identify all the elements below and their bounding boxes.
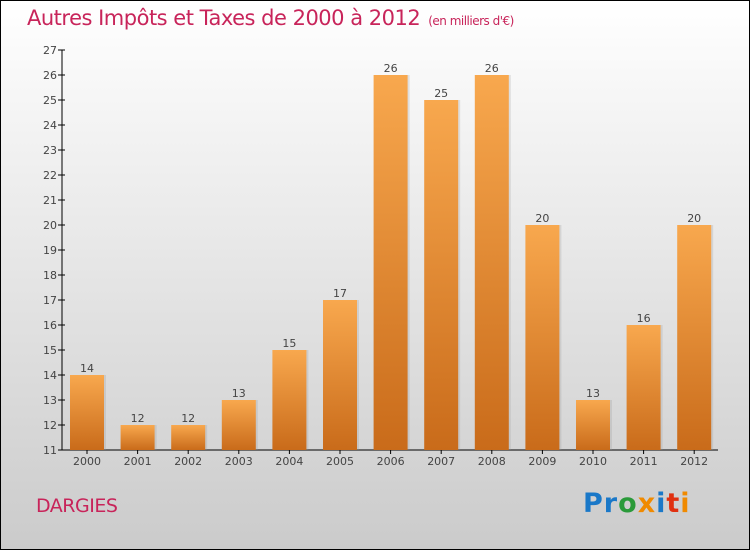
bar-value-label: 13 bbox=[586, 387, 600, 400]
y-tick-label: 20 bbox=[43, 219, 57, 232]
x-tick-label: 2009 bbox=[528, 455, 556, 468]
x-tick-label: 2004 bbox=[275, 455, 303, 468]
y-tick-label: 25 bbox=[43, 94, 57, 107]
bar bbox=[70, 375, 104, 450]
x-tick-label: 2007 bbox=[427, 455, 455, 468]
y-tick-label: 22 bbox=[43, 169, 57, 182]
y-tick-label: 24 bbox=[43, 119, 57, 132]
bar bbox=[626, 325, 661, 450]
chart-title: Autres Impôts et Taxes de 2000 à 2012 (en… bbox=[27, 6, 514, 30]
x-tick-label: 2006 bbox=[377, 455, 405, 468]
city-name: DARGIES bbox=[36, 495, 118, 517]
bar bbox=[424, 100, 459, 450]
bar-value-label: 16 bbox=[637, 312, 651, 325]
y-tick-label: 13 bbox=[43, 394, 57, 407]
proxiti-logo[interactable]: Proxiti bbox=[583, 488, 691, 519]
bar-value-label: 17 bbox=[333, 287, 347, 300]
y-tick-label: 15 bbox=[43, 344, 57, 357]
x-tick-label: 2008 bbox=[478, 455, 506, 468]
bar-value-label: 12 bbox=[131, 412, 145, 425]
bar-value-label: 13 bbox=[232, 387, 246, 400]
bar-value-label: 25 bbox=[434, 87, 448, 100]
bar-value-label: 20 bbox=[535, 212, 549, 225]
y-tick-label: 19 bbox=[43, 244, 57, 257]
y-tick-label: 27 bbox=[43, 44, 57, 57]
bar-value-label: 15 bbox=[282, 337, 296, 350]
x-tick-label: 2005 bbox=[326, 455, 354, 468]
x-tick-label: 2011 bbox=[630, 455, 658, 468]
x-tick-label: 2012 bbox=[680, 455, 708, 468]
bar-value-label: 26 bbox=[485, 62, 499, 75]
x-tick-label: 2001 bbox=[124, 455, 152, 468]
chart-subtitle: (en milliers d'€) bbox=[428, 14, 514, 28]
bar bbox=[272, 350, 307, 450]
y-tick-label: 26 bbox=[43, 69, 57, 82]
bar-value-label: 20 bbox=[687, 212, 701, 225]
x-tick-label: 2003 bbox=[225, 455, 253, 468]
bar bbox=[576, 400, 610, 450]
y-tick-label: 21 bbox=[43, 194, 57, 207]
bar bbox=[525, 225, 560, 450]
y-tick-label: 17 bbox=[43, 294, 57, 307]
y-tick-label: 18 bbox=[43, 269, 57, 282]
bar-value-label: 26 bbox=[384, 62, 398, 75]
bar bbox=[677, 225, 712, 450]
y-tick-label: 14 bbox=[43, 369, 57, 382]
bar bbox=[474, 75, 509, 450]
bar-value-label: 14 bbox=[80, 362, 94, 375]
x-tick-label: 2000 bbox=[73, 455, 101, 468]
y-tick-label: 12 bbox=[43, 419, 57, 432]
bar-value-label: 12 bbox=[181, 412, 195, 425]
bar bbox=[171, 425, 206, 450]
y-tick-label: 16 bbox=[43, 319, 57, 332]
bar bbox=[221, 400, 256, 450]
title-text: Autres Impôts et Taxes de 2000 à 2012 bbox=[27, 6, 421, 30]
y-tick-label: 23 bbox=[43, 144, 57, 157]
y-tick-label: 11 bbox=[43, 444, 57, 457]
bar bbox=[373, 75, 408, 450]
x-tick-label: 2002 bbox=[174, 455, 202, 468]
bar bbox=[323, 300, 357, 450]
bar bbox=[120, 425, 155, 450]
x-tick-label: 2010 bbox=[579, 455, 607, 468]
